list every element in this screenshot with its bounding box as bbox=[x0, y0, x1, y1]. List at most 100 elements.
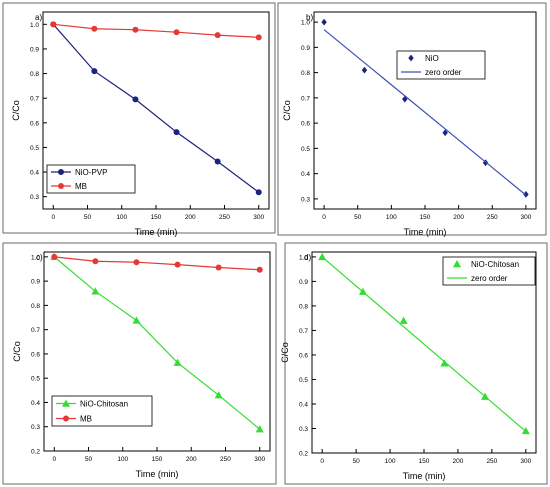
data-point bbox=[173, 29, 180, 36]
series-line bbox=[53, 256, 261, 430]
data-point bbox=[321, 18, 327, 26]
data-point bbox=[173, 358, 182, 366]
x-tick-label: 150 bbox=[419, 458, 430, 465]
x-tick-label: 0 bbox=[322, 214, 326, 221]
y-tick-label: 0.8 bbox=[301, 70, 310, 77]
legend-label: MB bbox=[75, 182, 87, 191]
x-tick-label: 250 bbox=[486, 458, 497, 465]
data-point bbox=[361, 66, 368, 74]
data-point bbox=[521, 426, 530, 435]
legend: NiO-Chitosan MB bbox=[51, 395, 153, 427]
x-tick-label: 300 bbox=[253, 214, 264, 221]
data-point bbox=[91, 25, 98, 32]
data-point bbox=[255, 34, 262, 41]
panel-label: b) bbox=[306, 13, 313, 22]
y-tick-label: 0.4 bbox=[30, 170, 39, 177]
x-tick-label: 200 bbox=[453, 458, 464, 465]
x-tick-label: 200 bbox=[186, 456, 197, 463]
x-tick-label: 0 bbox=[52, 456, 56, 463]
y-tick-label: 0.9 bbox=[30, 46, 39, 53]
x-axis-label: Time (min) bbox=[136, 469, 179, 479]
x-tick-label: 250 bbox=[219, 214, 230, 221]
chart-panel-3: 0 50 100 150 200 250 300 0.2 0.3 0.4 0.5 0.6 0.7 0.8 0… bbox=[2, 242, 277, 485]
data-point bbox=[214, 32, 221, 39]
panel-label: d) bbox=[304, 253, 311, 262]
x-tick-label: 50 bbox=[354, 214, 362, 221]
data-point bbox=[174, 261, 181, 268]
panel-border bbox=[284, 242, 548, 485]
y-tick-label: 0.6 bbox=[301, 121, 310, 128]
y-axis-label: C/Co bbox=[282, 100, 292, 121]
y-tick-label: 0.3 bbox=[299, 426, 308, 433]
x-axis-label: Time (min) bbox=[135, 227, 178, 237]
data-point bbox=[255, 189, 262, 196]
panel-border bbox=[2, 2, 276, 234]
x-tick-label: 100 bbox=[117, 456, 128, 463]
legend-box bbox=[51, 395, 153, 427]
series-line bbox=[53, 23, 259, 38]
panel-border bbox=[277, 2, 547, 236]
series-2 bbox=[323, 29, 527, 196]
series-line bbox=[52, 23, 260, 193]
x-tick-label: 250 bbox=[487, 214, 498, 221]
series-1 bbox=[50, 252, 264, 433]
data-point bbox=[92, 258, 99, 265]
y-tick-label: 0.2 bbox=[31, 449, 40, 456]
legend-swatch-marker bbox=[63, 415, 69, 422]
plot-area bbox=[311, 251, 537, 454]
y-tick-label: 0.3 bbox=[301, 196, 310, 203]
legend: NiO zero order bbox=[396, 50, 486, 80]
data-point bbox=[255, 425, 264, 433]
y-tick-label: 1.0 bbox=[299, 254, 308, 261]
y-tick-label: 0.2 bbox=[299, 451, 308, 458]
y-tick-label: 0.5 bbox=[301, 146, 310, 153]
panel-border bbox=[2, 242, 277, 485]
x-tick-label: 150 bbox=[151, 214, 162, 221]
data-point bbox=[215, 264, 222, 271]
legend-swatch-marker bbox=[58, 169, 64, 175]
x-tick-label: 0 bbox=[51, 214, 55, 221]
data-point bbox=[133, 259, 140, 266]
plot-area bbox=[313, 11, 537, 210]
y-tick-label: 0.8 bbox=[299, 303, 308, 310]
legend-swatch-marker bbox=[408, 54, 414, 62]
y-tick-label: 0.9 bbox=[299, 279, 308, 286]
data-point bbox=[440, 359, 449, 367]
data-point bbox=[91, 287, 100, 295]
legend-label: zero order bbox=[425, 68, 462, 77]
x-tick-label: 300 bbox=[254, 456, 265, 463]
data-point bbox=[173, 129, 180, 136]
legend-label: MB bbox=[80, 415, 92, 424]
series-2 bbox=[50, 21, 262, 41]
y-tick-label: 0.9 bbox=[31, 279, 40, 286]
data-point bbox=[51, 253, 58, 260]
y-tick-label: 0.6 bbox=[31, 351, 40, 358]
series-line bbox=[321, 256, 527, 432]
data-point bbox=[50, 21, 57, 28]
chart-panel-2: 0 50 100 150 200 250 300 0.3 0.4 0.5 0.6 0.7 0.8 0.9 1… bbox=[277, 2, 547, 237]
x-tick-label: 150 bbox=[152, 456, 163, 463]
legend-swatch-marker bbox=[58, 183, 64, 189]
data-point bbox=[214, 158, 221, 165]
data-point bbox=[132, 316, 141, 324]
x-tick-label: 100 bbox=[386, 214, 397, 221]
y-tick-label: 0.5 bbox=[299, 377, 308, 384]
panel-label: a) bbox=[35, 13, 42, 22]
x-tick-label: 250 bbox=[220, 456, 231, 463]
y-tick-label: 0.7 bbox=[31, 327, 40, 334]
y-tick-label: 0.7 bbox=[299, 328, 308, 335]
data-point bbox=[132, 96, 139, 103]
series-2 bbox=[321, 256, 527, 432]
x-axis-label: Time (min) bbox=[404, 227, 447, 237]
x-tick-label: 300 bbox=[520, 214, 531, 221]
legend: NiO-PVP MB bbox=[46, 164, 136, 194]
x-tick-label: 200 bbox=[453, 214, 464, 221]
x-tick-label: 50 bbox=[353, 458, 361, 465]
x-tick-label: 50 bbox=[85, 456, 93, 463]
legend-label: zero order bbox=[471, 274, 508, 283]
y-axis-label: C/Co bbox=[280, 342, 290, 363]
y-axis-label: C/Co bbox=[12, 341, 22, 362]
x-tick-label: 100 bbox=[385, 458, 396, 465]
y-tick-label: 0.7 bbox=[301, 95, 310, 102]
y-tick-label: 0.5 bbox=[31, 376, 40, 383]
